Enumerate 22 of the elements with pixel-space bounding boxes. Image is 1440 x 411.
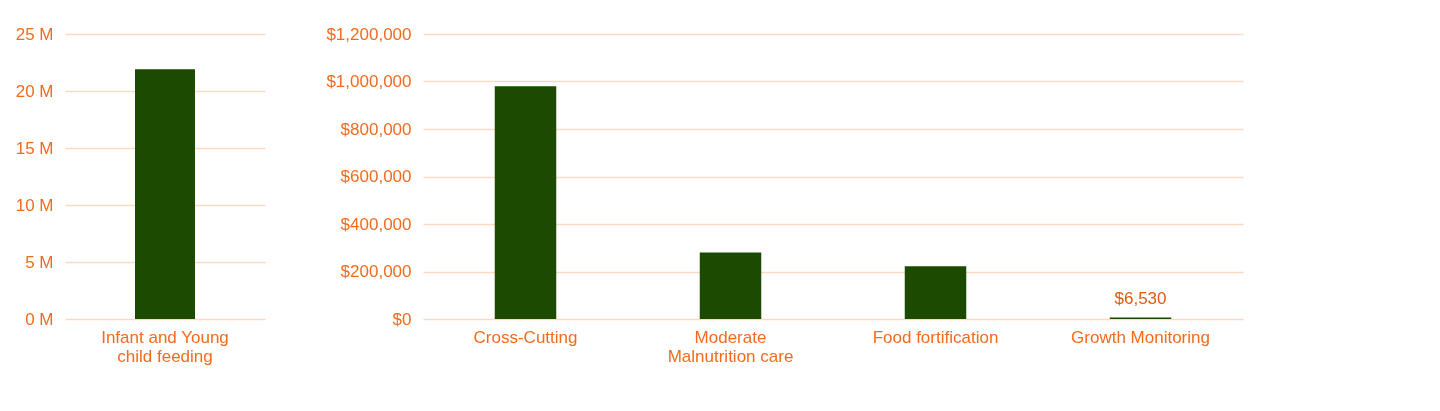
x-tick-label: Infant and Young child feeding (101, 327, 229, 366)
x-tick-label: Cross-Cutting (473, 327, 578, 347)
y-tick-label: $0 (392, 309, 412, 329)
bar (494, 86, 557, 319)
x-tick-label: Moderate Malnutrition care (667, 327, 794, 366)
bar (699, 252, 762, 319)
y-tick-label: 25 M (15, 24, 54, 44)
bar (904, 266, 967, 319)
x-tick-label: Food fortification (872, 327, 999, 347)
y-tick-label: $200,000 (340, 262, 412, 281)
x-tick-label: Growth Monitoring (1071, 327, 1210, 347)
y-tick-label: $1,200,000 (326, 24, 412, 44)
y-tick-label: 5 M (25, 252, 54, 272)
data-label: $6,530 (1114, 289, 1167, 309)
y-tick-label: $400,000 (340, 214, 412, 234)
y-tick-label: $800,000 (340, 119, 412, 139)
y-tick-label: 0 M (25, 309, 54, 329)
y-tick-label: $600,000 (340, 167, 412, 186)
y-tick-label: 10 M (15, 195, 54, 215)
y-tick-label: 20 M (15, 81, 54, 101)
y-tick-label: $1,000,000 (326, 72, 412, 91)
y-tick-label: 15 M (15, 138, 54, 158)
